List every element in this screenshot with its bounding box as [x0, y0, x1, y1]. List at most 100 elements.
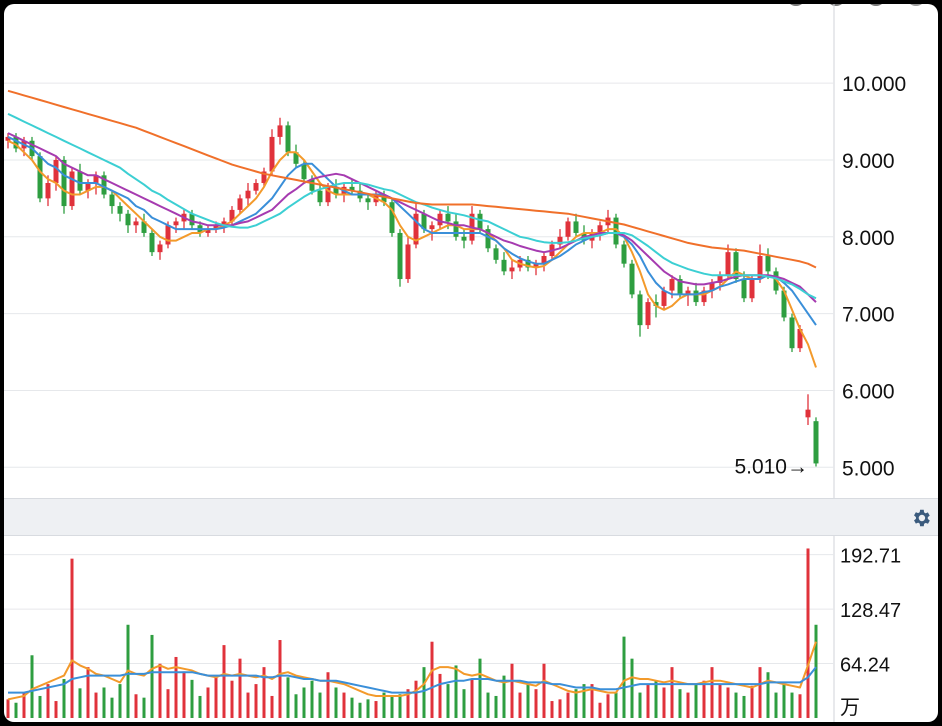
- volume-bar[interactable]: [382, 692, 386, 718]
- candle[interactable]: [5, 133, 11, 149]
- candle[interactable]: [397, 229, 403, 287]
- volume-bar[interactable]: [486, 692, 490, 718]
- volume-bar[interactable]: [14, 702, 18, 718]
- candle[interactable]: [485, 225, 491, 253]
- volume-bar[interactable]: [414, 680, 418, 718]
- candle[interactable]: [285, 121, 291, 157]
- candle[interactable]: [773, 267, 779, 295]
- candle[interactable]: [205, 225, 211, 237]
- volume-bar[interactable]: [598, 702, 602, 718]
- candle[interactable]: [365, 194, 371, 210]
- candle[interactable]: [613, 213, 619, 249]
- volume-bar[interactable]: [222, 645, 226, 718]
- candle[interactable]: [637, 290, 643, 337]
- candle[interactable]: [437, 209, 443, 230]
- candle[interactable]: [53, 156, 59, 191]
- volume-bar[interactable]: [510, 663, 514, 718]
- candle[interactable]: [349, 179, 355, 195]
- volume-bar[interactable]: [38, 695, 42, 718]
- volume-bar[interactable]: [158, 663, 162, 718]
- volume-bar[interactable]: [46, 684, 50, 718]
- volume-bar[interactable]: [318, 692, 322, 718]
- candle[interactable]: [541, 252, 547, 272]
- candle[interactable]: [237, 194, 243, 214]
- volume-bar[interactable]: [518, 692, 522, 718]
- volume-bar[interactable]: [710, 667, 714, 718]
- candle[interactable]: [621, 240, 627, 268]
- volume-bar[interactable]: [310, 680, 314, 718]
- volume-bar[interactable]: [574, 689, 578, 718]
- volume-bar[interactable]: [526, 684, 530, 718]
- volume-bar[interactable]: [206, 687, 210, 718]
- volume-bar[interactable]: [470, 679, 474, 718]
- candle[interactable]: [557, 229, 563, 249]
- gear-icon[interactable]: [910, 507, 932, 529]
- candle[interactable]: [173, 217, 179, 233]
- volume-bar[interactable]: [6, 699, 10, 718]
- volume-bar[interactable]: [766, 672, 770, 718]
- volume-bar[interactable]: [702, 680, 706, 718]
- candle[interactable]: [405, 236, 411, 283]
- volume-bar[interactable]: [558, 699, 562, 718]
- candle[interactable]: [317, 183, 323, 207]
- volume-bar[interactable]: [78, 688, 82, 718]
- candle[interactable]: [117, 202, 123, 222]
- candle[interactable]: [293, 144, 299, 168]
- candle[interactable]: [597, 221, 603, 241]
- candle[interactable]: [565, 217, 571, 241]
- candle[interactable]: [109, 190, 115, 214]
- volume-bar[interactable]: [198, 695, 202, 718]
- candle[interactable]: [629, 259, 635, 299]
- volume-bar[interactable]: [406, 689, 410, 718]
- volume-bar[interactable]: [550, 701, 554, 718]
- volume-bar[interactable]: [734, 692, 738, 718]
- volume-bar[interactable]: [350, 697, 354, 718]
- volume-bar[interactable]: [294, 694, 298, 718]
- candle[interactable]: [269, 129, 275, 176]
- volume-bar[interactable]: [726, 687, 730, 718]
- volume-bar[interactable]: [230, 680, 234, 718]
- volume-bar[interactable]: [662, 687, 666, 718]
- volume-bar[interactable]: [814, 624, 818, 718]
- candle[interactable]: [101, 171, 107, 199]
- volume-bar[interactable]: [694, 684, 698, 718]
- volume-bar[interactable]: [798, 694, 802, 718]
- volume-bar[interactable]: [430, 641, 434, 718]
- volume-bar[interactable]: [302, 687, 306, 718]
- volume-bar[interactable]: [790, 692, 794, 718]
- volume-bar[interactable]: [502, 675, 506, 718]
- candle[interactable]: [741, 271, 747, 303]
- volume-bar[interactable]: [494, 695, 498, 718]
- candle[interactable]: [469, 206, 475, 245]
- volume-bar[interactable]: [782, 684, 786, 718]
- volume-bar[interactable]: [254, 684, 258, 718]
- candle[interactable]: [453, 213, 459, 241]
- candle[interactable]: [813, 417, 819, 467]
- candle[interactable]: [157, 240, 163, 260]
- price-chart[interactable]: 10.000 9.000 8.000 7.000 6.000 5.000 5.010→: [4, 4, 938, 498]
- candle[interactable]: [525, 256, 531, 272]
- volume-bar[interactable]: [374, 701, 378, 718]
- volume-bar[interactable]: [638, 692, 642, 718]
- candle[interactable]: [245, 183, 251, 207]
- candle[interactable]: [685, 286, 691, 306]
- volume-bar[interactable]: [750, 685, 754, 718]
- volume-bar[interactable]: [678, 689, 682, 718]
- volume-bar[interactable]: [118, 684, 122, 718]
- volume-bar[interactable]: [622, 636, 626, 718]
- volume-bar[interactable]: [614, 692, 618, 718]
- volume-bar[interactable]: [806, 548, 810, 718]
- candle[interactable]: [725, 244, 731, 280]
- volume-bar[interactable]: [670, 667, 674, 718]
- volume-bar[interactable]: [246, 692, 250, 718]
- volume-bar[interactable]: [134, 694, 138, 718]
- volume-bar[interactable]: [454, 665, 458, 718]
- volume-bar[interactable]: [462, 689, 466, 718]
- volume-bar[interactable]: [326, 672, 330, 718]
- candle[interactable]: [757, 244, 763, 283]
- volume-bar[interactable]: [438, 673, 442, 718]
- volume-bar[interactable]: [286, 677, 290, 718]
- volume-bar[interactable]: [718, 684, 722, 718]
- candle[interactable]: [509, 259, 515, 280]
- candle[interactable]: [701, 286, 707, 306]
